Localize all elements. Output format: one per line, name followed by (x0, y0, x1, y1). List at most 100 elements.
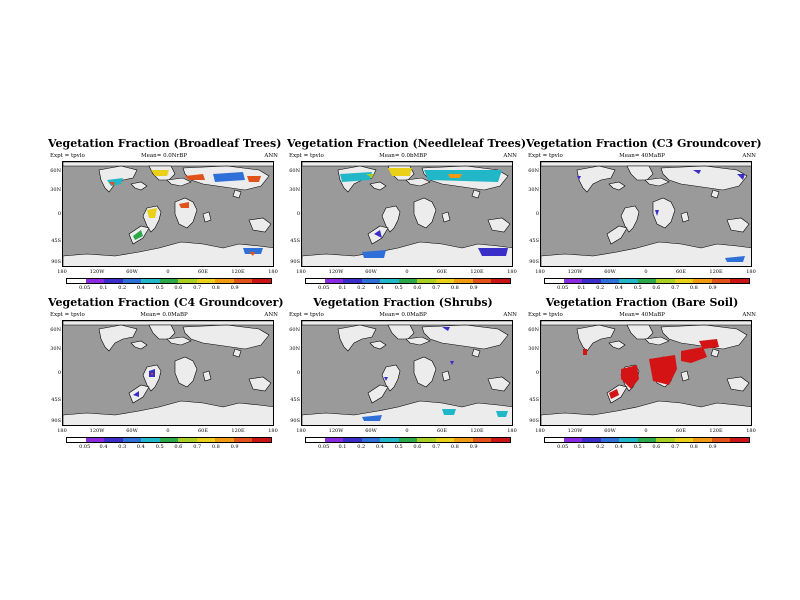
colorbar-swatch (361, 438, 381, 442)
colorbar-swatch (361, 279, 381, 283)
lat-label: 0 (535, 370, 539, 376)
landmass (302, 400, 512, 425)
colorbar-swatch (619, 279, 638, 283)
vegetation-fill (179, 202, 189, 208)
lon-label: 60W (365, 269, 377, 275)
lat-label: 30N (50, 346, 61, 352)
lon-label: 60E (436, 428, 448, 434)
vegetation-fill (133, 230, 143, 240)
colorbar-label: 0.1 (338, 444, 347, 450)
landmass (644, 336, 670, 346)
landmass (471, 348, 481, 358)
map-panel-needleleaf-trees: Vegetation Fraction (Needleleaf Trees) E… (287, 137, 526, 313)
vegetation-fill (725, 256, 745, 262)
vegetation-fill (340, 172, 372, 182)
landmass (142, 364, 162, 392)
lat-label: 45S (529, 397, 539, 403)
colorbar-label: 0.8 (450, 444, 459, 450)
colorbar-label: 0.5 (633, 285, 642, 291)
colorbar-swatch (491, 279, 511, 283)
vegetation-fill (583, 349, 587, 355)
colorbar-swatch (637, 279, 657, 283)
lat-label: 45S (529, 238, 539, 244)
colorbar-swatch (637, 438, 657, 442)
colorbar-label: 0.4 (99, 444, 108, 450)
landmass (405, 177, 431, 187)
colorbar-swatch (85, 279, 105, 283)
lat-label: 45S (51, 397, 61, 403)
colorbar-label: 0.4 (614, 285, 623, 291)
landmass (726, 376, 750, 392)
lon-label: 120E (231, 269, 245, 275)
vegetation-fill (151, 170, 169, 176)
landmass (541, 162, 751, 167)
map-panel-c4-groundcover: Vegetation Fraction (C4 Groundcover) Exp… (48, 296, 284, 472)
landmass (441, 370, 451, 382)
landmass (202, 211, 212, 223)
landmass (381, 205, 401, 233)
landmass (369, 340, 387, 350)
season-label: ANN (264, 153, 278, 159)
lon-label: 180 (746, 428, 756, 434)
landmass (98, 324, 138, 352)
landmass (608, 181, 626, 191)
colorbar-swatch (582, 279, 601, 283)
vegetation-fill (737, 174, 745, 180)
colorbar-label: 0.05 (79, 444, 91, 450)
map-panel-shrubs: Vegetation Fraction (Shrubs) Expt = tpvl… (287, 296, 519, 472)
colorbar-label: 0.4 (614, 444, 623, 450)
panel-title: Vegetation Fraction (Broadleaf Trees) (48, 137, 282, 150)
colorbar-label: 0.7 (193, 285, 202, 291)
landmass (166, 177, 192, 187)
lat-label: 90S (529, 418, 539, 424)
colorbar-label: 0.4 (136, 444, 145, 450)
colorbar-swatch (454, 438, 473, 442)
lat-label: 60N (289, 327, 300, 333)
colorbar-label: 0.05 (79, 285, 91, 291)
lon-label: 0 (644, 428, 648, 434)
colorbar-label: 0.7 (671, 444, 680, 450)
colorbar (305, 437, 511, 443)
colorbar-label: 0.1 (99, 285, 108, 291)
lat-label: 30N (528, 187, 539, 193)
colorbar-swatch (472, 279, 492, 283)
colorbar-label: 0.6 (652, 444, 661, 450)
lon-label: 60W (365, 428, 377, 434)
lat-label: 0 (57, 211, 61, 217)
colorbar-swatch (656, 279, 675, 283)
colorbar-label: 0.7 (432, 285, 441, 291)
colorbar (66, 437, 272, 443)
colorbar-swatch (380, 279, 399, 283)
lon-label: 60W (126, 428, 138, 434)
colorbar-swatch (141, 438, 160, 442)
map-canvas (63, 162, 273, 266)
landmass (541, 321, 751, 326)
colorbar-swatch (711, 279, 731, 283)
vegetation-fill (133, 391, 139, 397)
landmass (130, 181, 148, 191)
colorbar-swatch (141, 279, 160, 283)
landmass (182, 324, 270, 350)
mean-label: Mean= 0.0bMBP (379, 153, 427, 159)
landmass (471, 189, 481, 199)
landmass (606, 225, 628, 245)
landmass (710, 189, 720, 199)
landmass (405, 336, 431, 346)
landmass (620, 205, 640, 233)
colorbar-label: 0.5 (155, 444, 164, 450)
landmass (174, 356, 198, 388)
colorbar-swatch (233, 438, 253, 442)
map-panel-c3-groundcover: Vegetation Fraction (C3 Groundcover) Exp… (526, 137, 762, 313)
world-map (540, 161, 752, 267)
colorbar-swatch (454, 279, 473, 283)
colorbar-label: 0.8 (450, 285, 459, 291)
colorbar-swatch (398, 279, 418, 283)
lat-label: 60N (289, 168, 300, 174)
lon-label: 60W (126, 269, 138, 275)
experiment-label: Expt = tpvlo (289, 153, 324, 159)
experiment-label: Expt = tpvlo (528, 153, 563, 159)
colorbar-swatch (563, 438, 583, 442)
landmass (130, 340, 148, 350)
landmass (381, 364, 401, 392)
colorbar-swatch (380, 438, 399, 442)
